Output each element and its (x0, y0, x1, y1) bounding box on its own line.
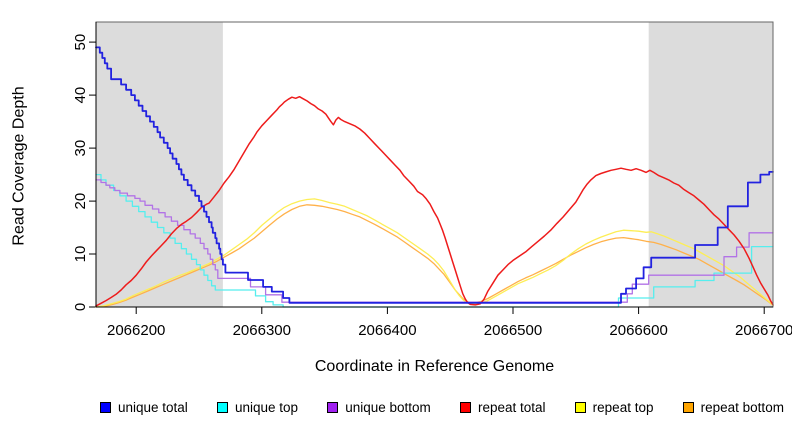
y-tick-label: 30 (72, 140, 89, 157)
x-tick-label: 2066300 (233, 322, 291, 339)
legend-swatch-icon (100, 402, 111, 413)
legend-item-unique-top: unique top (216, 400, 299, 415)
x-tick-label: 2066400 (358, 322, 416, 339)
legend-label: unique total (118, 400, 188, 415)
legend-swatch-icon (574, 402, 586, 413)
y-tick-label: 0 (72, 303, 89, 311)
series-repeat-total (95, 95, 774, 307)
legend-label: repeat bottom (700, 400, 784, 415)
legend-label: repeat total (477, 400, 546, 415)
x-tick-label: 2066500 (484, 322, 542, 339)
series-unique-bottom (95, 179, 774, 303)
legend: unique total unique top unique bottom repea… (100, 400, 784, 415)
legend-item-repeat-bottom: repeat bottom (682, 400, 784, 415)
legend-item-unique-total: unique total (100, 400, 188, 415)
legend-item-repeat-top: repeat top (574, 400, 654, 415)
y-tick-label: 40 (72, 87, 89, 104)
repeat-region-shading (96, 22, 223, 307)
series-repeat-top (95, 198, 774, 308)
x-axis-label: Coordinate in Reference Genome (314, 358, 555, 375)
legend-swatch-icon (327, 402, 339, 413)
x-tick-label: 2066600 (609, 322, 667, 339)
legend-label: unique top (234, 400, 299, 415)
repeat-region-shading (648, 22, 773, 307)
x-tick-label: 2066700 (735, 322, 792, 339)
y-tick-label: 10 (72, 246, 89, 263)
legend-item-unique-bottom: unique bottom (327, 400, 431, 415)
y-tick-label: 50 (72, 34, 89, 51)
y-axis-label: Read Coverage Depth (10, 86, 28, 246)
x-tick-label: 2066200 (107, 322, 165, 339)
legend-swatch-icon (682, 402, 694, 413)
legend-swatch-icon (459, 402, 471, 413)
series-repeat-bottom (95, 204, 774, 308)
legend-label: repeat top (592, 400, 654, 415)
y-tick-label: 20 (72, 193, 89, 210)
legend-swatch-icon (216, 402, 228, 413)
legend-item-repeat-total: repeat total (459, 400, 546, 415)
legend-label: unique bottom (345, 400, 431, 415)
series-unique-total (95, 46, 774, 304)
